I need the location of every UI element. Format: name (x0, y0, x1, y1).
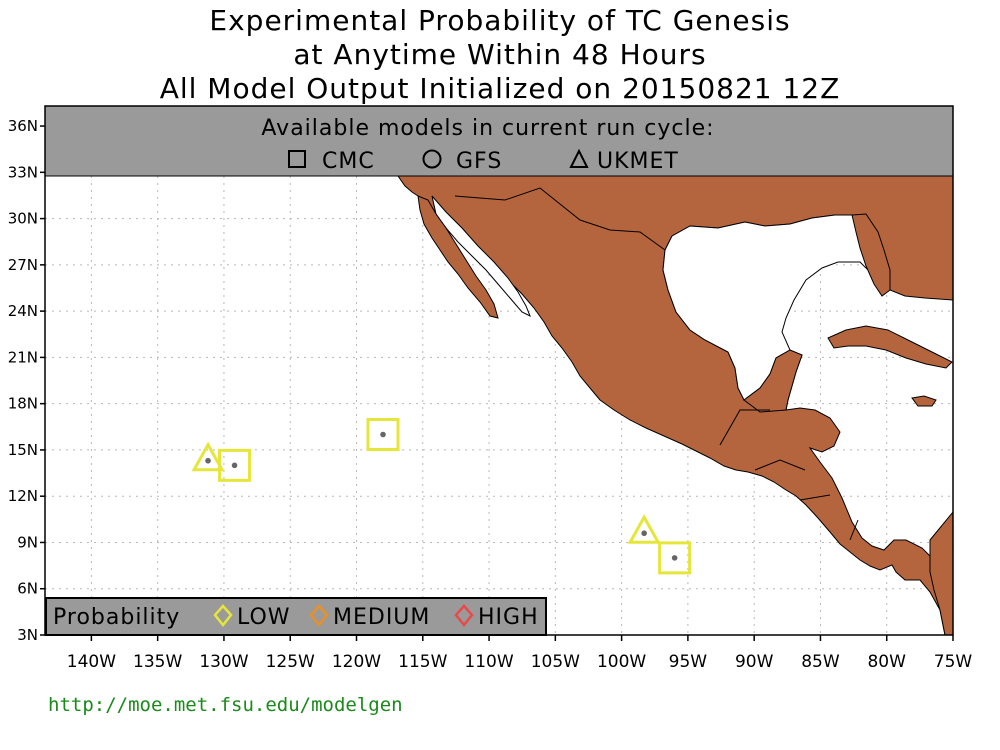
model-label-ukmet: UKMET (597, 149, 679, 174)
high-diamond-icon (454, 604, 474, 628)
gulf-of-california (431, 195, 531, 318)
lat-tick-label: 21N (8, 348, 38, 366)
land-jamaica (911, 395, 937, 407)
land-yucatan (743, 349, 803, 413)
lat-tick-label: 33N (8, 163, 38, 181)
lon-tick-label: 135W (133, 652, 182, 672)
land-masses (397, 175, 953, 635)
lon-tick-label: 85W (801, 652, 840, 672)
legend-high-label: HIGH (478, 605, 539, 630)
medium-diamond-icon (309, 604, 329, 628)
genesis-point (641, 530, 647, 537)
lat-tick-label: 12N (8, 487, 38, 505)
genesis-point (231, 462, 238, 469)
circle-icon (422, 149, 442, 169)
land-cuba (827, 325, 953, 369)
lon-tick-label: 115W (398, 652, 447, 672)
cmc-square-marker (366, 418, 400, 452)
lat-tick-label: 30N (8, 210, 38, 228)
ukmet-triangle-marker (191, 441, 225, 472)
lat-tick-label: 6N (17, 580, 38, 598)
lon-tick-label: 80W (867, 652, 906, 672)
title-line-1: Experimental Probability of TC Genesis (209, 4, 791, 37)
genesis-point (671, 555, 678, 561)
gulf-of-mexico (662, 214, 881, 401)
land-florida (851, 213, 891, 297)
genesis-point (205, 457, 211, 464)
lon-tick-label: 90W (735, 652, 774, 672)
low-diamond-icon (213, 604, 233, 628)
lat-tick-label: 24N (8, 302, 38, 320)
lat-tick-label: 9N (17, 533, 38, 551)
models-panel (44, 105, 954, 177)
lon-tick-label: 105W (531, 652, 580, 672)
lon-tick-label: 120W (332, 652, 381, 672)
square-icon (288, 150, 306, 168)
lon-tick-label: 125W (266, 652, 315, 672)
lat-tick-label: 18N (8, 395, 38, 413)
lat-tick-label: 15N (8, 441, 38, 459)
model-label-cmc: CMC (322, 149, 375, 174)
land-baja-california (417, 195, 499, 319)
models-panel-heading: Available models in current run cycle: (261, 116, 714, 141)
lat-tick-label: 27N (8, 256, 38, 274)
title-line-2: at Anytime Within 48 Hours (293, 38, 707, 71)
land-south-america (929, 511, 953, 635)
legend-medium-label: MEDIUM (333, 605, 430, 630)
genesis-point (380, 431, 386, 438)
legend-heading: Probability (53, 605, 180, 630)
probability-legend (45, 597, 547, 636)
lon-tick-label: 110W (464, 652, 513, 672)
source-url[interactable]: http://moe.met.fsu.edu/modelgen (48, 694, 403, 716)
legend-low-label: LOW (237, 605, 291, 630)
title-line-3: All Model Output Initialized on 20150821… (159, 72, 841, 105)
triangle-icon (569, 148, 589, 168)
country-borders (454, 187, 859, 541)
lat-tick-label: 36N (8, 117, 38, 135)
axis-labels: 140W 135W 130W 125W 120W 115W 110W 105W 100W 95W 9… (8, 117, 973, 672)
lon-tick-label: 100W (597, 652, 646, 672)
lon-tick-label: 95W (669, 652, 708, 672)
forecast-markers (191, 418, 692, 575)
lon-tick-label: 75W (934, 652, 973, 672)
cmc-square-marker (658, 541, 692, 575)
lon-tick-label: 130W (199, 652, 248, 672)
lat-tick-label: 3N (17, 626, 38, 644)
model-label-gfs: GFS (456, 149, 502, 174)
cmc-square-marker (218, 448, 252, 482)
ukmet-triangle-marker (627, 514, 661, 544)
lon-tick-label: 140W (67, 652, 116, 672)
